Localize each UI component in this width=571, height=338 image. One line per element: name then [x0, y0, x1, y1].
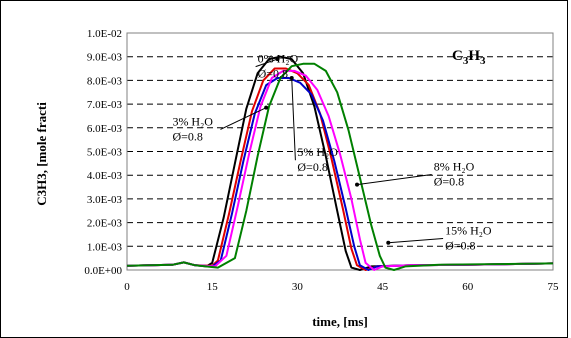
annotation-phi: Ø=0.8	[172, 129, 202, 143]
annotation-leader	[220, 107, 267, 130]
annotation-label: 5% H₂O	[297, 145, 338, 159]
annotation-arrowhead	[386, 240, 391, 245]
annotation-arrowhead	[264, 105, 269, 110]
y-tick-label: 6.0E-03	[87, 123, 123, 135]
x-tick-labels: 0 15 30 45 60 75	[124, 281, 559, 293]
series-line-4	[126, 62, 554, 271]
annotation-leader	[255, 58, 278, 68]
y-tick-label: 1.0E-03	[87, 241, 123, 253]
x-tick-label: 60	[462, 281, 474, 293]
x-tick-label: 45	[377, 281, 389, 293]
annotation-leader	[388, 237, 444, 244]
x-tick-label: 15	[207, 281, 219, 293]
x-axis-title: time, [ms]	[312, 314, 368, 329]
y-tick-label: 2.0E-03	[87, 218, 123, 230]
y-tick-label: 8.0E-03	[87, 75, 123, 87]
annotation-arrowhead	[355, 182, 360, 187]
annotation-phi: Ø=0.8	[297, 160, 327, 174]
annotation-phi: Ø=0.8	[434, 174, 464, 188]
annotation-label: 8% H₂O	[434, 159, 475, 173]
y-tick-labels: 0.0E+00 1.0E-03 2.0E-03 3.0E-03 4.0E-03 5.0E-…	[84, 28, 122, 277]
y-tick-label: 5.0E-03	[87, 147, 123, 159]
x-tick-label: 75	[548, 281, 560, 293]
species-label: C3H3	[452, 48, 486, 67]
y-tick-label: 3.0E-03	[87, 194, 123, 206]
annotation-leader	[356, 173, 432, 186]
annotation-phi: Ø=0.8	[445, 238, 475, 252]
y-tick-label: 1.0E-02	[87, 28, 122, 40]
y-tick-label: 0.0E+00	[84, 265, 122, 277]
x-tick-label: 0	[124, 281, 130, 293]
annotation-arrowhead	[289, 76, 294, 81]
plot-area-frame	[126, 32, 554, 271]
annotation-phi: Ø=0.8	[258, 67, 288, 81]
annotation-leader	[291, 78, 296, 161]
y-tick-label: 7.0E-03	[87, 99, 123, 111]
annotation-arrowhead	[275, 57, 280, 62]
y-tick-label: 4.0E-03	[87, 170, 123, 182]
annotation-label: 3% H₂O	[172, 114, 213, 128]
x-tick-label: 30	[292, 281, 304, 293]
series-layer	[126, 55, 554, 271]
y-axis-title: C3H3, [mole fracti	[34, 102, 49, 206]
annotation-label: 15% H₂O	[445, 223, 492, 237]
y-tick-label: 9.0E-03	[87, 52, 123, 64]
